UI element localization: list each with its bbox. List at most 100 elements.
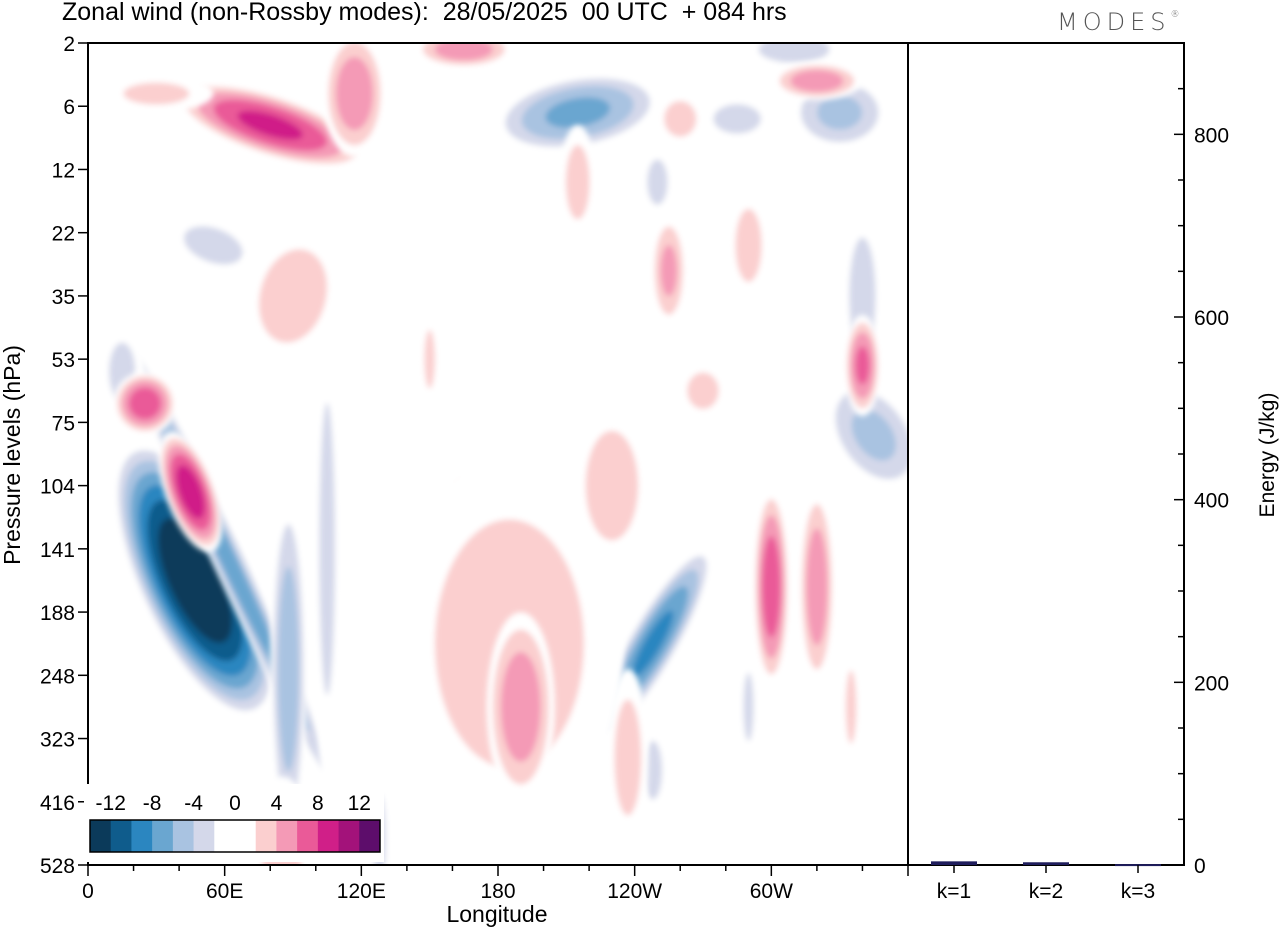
energy-categories: k=1 k=2 k=3 [937, 865, 1155, 903]
heatmap-contour [735, 208, 762, 282]
heatmap-contour [758, 43, 830, 63]
colorbar-swatch [90, 820, 112, 852]
y-tick-label: 323 [40, 729, 75, 752]
logo-mark: ® [1170, 10, 1180, 20]
heatmap-contour [762, 536, 781, 638]
heatmap-contour [790, 69, 844, 92]
y-tick-label: 141 [40, 539, 75, 562]
heatmap-contour [647, 159, 668, 205]
energy-bar [931, 861, 977, 865]
energy-cat-label: k=1 [937, 880, 971, 903]
x-axis: 0 60E 120E 180 120W 60W [82, 865, 909, 903]
heatmap-blob [824, 378, 908, 492]
heatmap-blob [744, 43, 845, 69]
energy-plot-area [907, 42, 1185, 866]
heatmap-blob [650, 213, 688, 328]
energy-tick-label: 800 [1194, 124, 1229, 147]
energy-bar [1023, 862, 1069, 865]
y-tick-label: 188 [40, 602, 75, 625]
heatmap-blob [492, 72, 664, 153]
heatmap-contour [855, 346, 870, 385]
colorbar-swatch [276, 820, 298, 852]
y-tick-label: 248 [40, 665, 75, 688]
heatmap-contour [565, 144, 590, 220]
heatmap-blob [99, 74, 214, 113]
heatmap-blob [234, 215, 352, 377]
heatmap-contour [660, 245, 677, 297]
y-tick-label: 416 [40, 792, 75, 815]
modes-logo: MODES® [1057, 8, 1179, 36]
heatmap-blob [841, 643, 861, 771]
heatmap-blob [313, 295, 341, 802]
heatmap-blob [607, 668, 649, 847]
colorbar-swatch [214, 820, 236, 852]
heatmap-blob [789, 74, 890, 151]
y-axis: 2 6 12 22 35 53 75 104 141 188 248 323 416 528 [40, 33, 88, 878]
colorbar-swatch [172, 820, 195, 852]
x-tick-label: 0 [82, 880, 94, 903]
y-axis-title: Pressure levels (hPa) [0, 345, 25, 565]
x-axis-title: Longitude [446, 901, 547, 927]
colorbar-swatch [317, 820, 340, 852]
logo-text: MODES [1057, 8, 1171, 36]
heatmap-blob [737, 631, 760, 783]
heatmap-contour [687, 372, 719, 410]
heatmap-blob [696, 93, 779, 145]
heatmap-blob [725, 182, 772, 309]
heatmap-blob [113, 371, 177, 436]
heatmap-blob [559, 125, 596, 240]
heatmap-contour [183, 226, 243, 265]
heatmap-field [99, 43, 908, 865]
energy-axis: 0 200 400 600 800 [1174, 42, 1229, 878]
heatmap-contour [277, 566, 299, 772]
x-tick-label: 120W [607, 880, 662, 903]
heatmap-blob [634, 131, 681, 233]
heatmap-contour [173, 544, 217, 617]
heatmap-contour [851, 409, 896, 461]
heatmap-contour [545, 97, 611, 128]
colorbar-swatch [131, 820, 153, 852]
heatmap-blob [753, 485, 790, 688]
colorbar-swatch [297, 820, 319, 852]
heatmap-blob [158, 431, 223, 552]
heatmap-blob [420, 308, 439, 410]
colorbar-swatch [193, 820, 215, 852]
heatmap-contour [632, 610, 674, 677]
x-tick-label: 120E [337, 880, 386, 903]
energy-tick-label: 600 [1194, 307, 1229, 330]
heatmap-contour [258, 249, 328, 343]
y-tick-label: 6 [63, 96, 75, 119]
heatmap-contour [336, 57, 373, 131]
colorbar-label: -8 [143, 792, 162, 815]
x-tick-label: 180 [480, 880, 515, 903]
heatmap-blob [322, 43, 387, 157]
heatmap-contour [806, 528, 828, 646]
colorbar: -12 -8 -4 0 4 8 12 [84, 784, 384, 862]
heatmap-blob [486, 612, 555, 802]
heatmap-blob [270, 491, 307, 847]
colorbar-swatch [152, 820, 174, 852]
heatmap-contour [501, 652, 541, 762]
heatmap-contour [664, 100, 697, 137]
colorbar-label: -12 [96, 792, 126, 815]
heatmap-contour [424, 329, 435, 389]
y-tick-label: 104 [40, 476, 75, 499]
colorbar-label: 8 [312, 792, 324, 815]
energy-tick-label: 400 [1194, 490, 1229, 513]
heatmap-blob [413, 43, 514, 69]
heatmap-blob [657, 93, 703, 145]
heatmap-blob [566, 390, 658, 581]
heatmap-blob [172, 81, 369, 169]
colorbar-frame [89, 819, 381, 853]
heatmap-contour [129, 387, 161, 420]
heatmap-contour [614, 699, 642, 816]
energy-tick-label: 200 [1194, 672, 1229, 695]
y-tick-label: 2 [63, 33, 75, 56]
chart-title: Zonal wind (non-Rossby modes): 28/05/202… [62, 0, 787, 26]
heatmap-contour [743, 672, 754, 741]
heatmap-contour [176, 465, 205, 519]
colorbar-swatch [338, 820, 360, 852]
y-tick-label: 75 [52, 412, 75, 435]
heatmap-contour [319, 402, 336, 695]
colorbar-label: 0 [229, 792, 241, 815]
